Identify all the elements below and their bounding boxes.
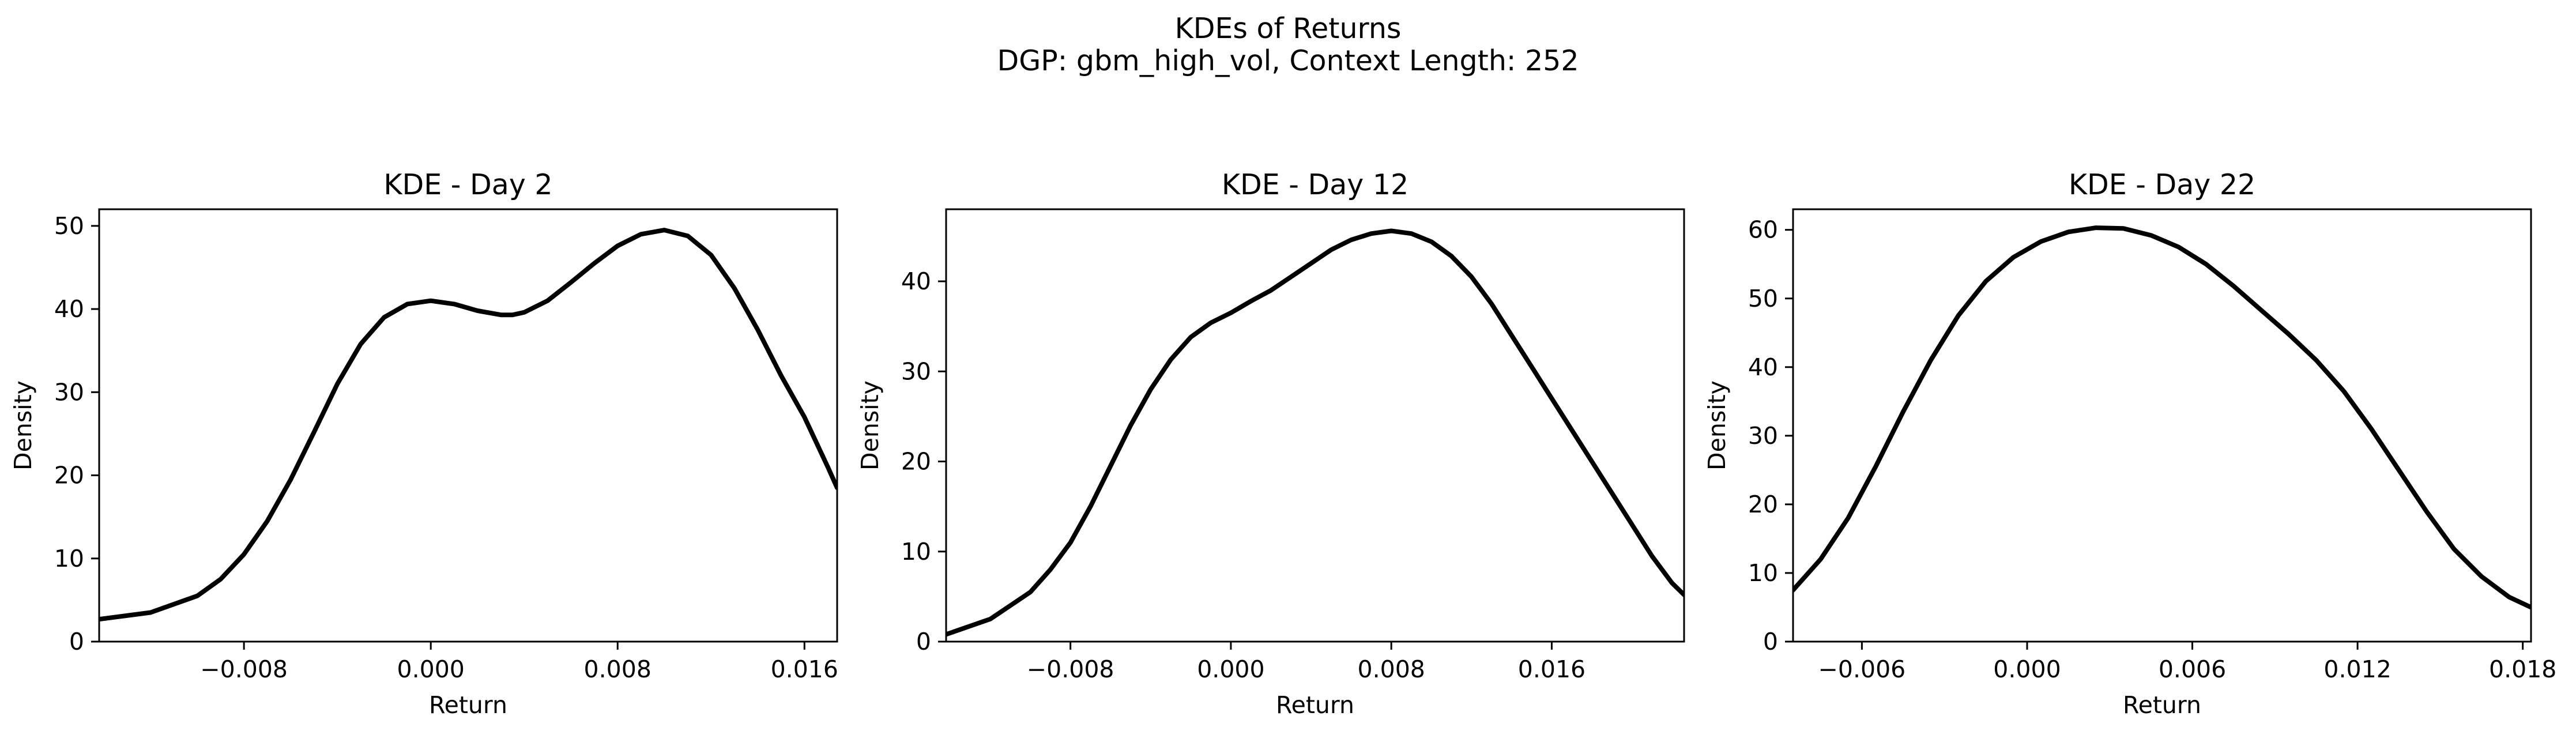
x-tick-label: 0.008	[584, 655, 651, 683]
subplot-title-3: KDE - Day 22	[2069, 168, 2255, 201]
y-tick-label: 30	[901, 357, 931, 385]
y-tick-label: 20	[901, 448, 931, 476]
kde-curve-2	[946, 228, 1684, 637]
plots-container: −0.008 0.000 0.008 0.016 0 10 20 30 40 50 KDE - Da…	[9, 168, 2556, 719]
y-tick-label: 50	[1748, 285, 1778, 312]
x-tick-label: −0.006	[1818, 655, 1906, 683]
figure-suptitle-line2: DGP: gbm_high_vol, Context Length: 252	[997, 44, 1579, 77]
y-tick-label: 30	[1748, 422, 1778, 450]
x-tick-label: 0.016	[1518, 655, 1585, 683]
axes-frame-3	[1792, 208, 2532, 643]
x-tick-label: −0.008	[1027, 655, 1114, 683]
x-tick-label: −0.008	[200, 655, 288, 683]
x-tick-label: 0.000	[397, 655, 465, 683]
x-axis-label-2: Return	[1276, 691, 1354, 719]
x-tick-label: 0.012	[2323, 655, 2391, 683]
y-tick-label: 20	[1748, 491, 1778, 518]
y-tick-label: 20	[54, 462, 84, 489]
y-tick-label: 50	[54, 212, 84, 240]
figure-suptitle-line1: KDEs of Returns	[1175, 12, 1402, 45]
y-tick-label: 0	[1763, 628, 1778, 655]
y-axis-label-3: Density	[1703, 380, 1731, 470]
x-tick-label: 0.008	[1357, 655, 1425, 683]
axes-frame-1	[98, 208, 838, 643]
y-axis-label-2: Density	[856, 380, 884, 470]
y-tick-label: 60	[1748, 216, 1778, 244]
y-tick-label: 0	[916, 628, 931, 655]
y-tick-label: 10	[901, 538, 931, 566]
y-axis-label-1: Density	[9, 380, 37, 470]
subplot-1: −0.008 0.000 0.008 0.016 0 10 20 30 40 50 KDE - Da…	[9, 168, 838, 719]
y-tick-label: 0	[69, 628, 84, 655]
x-tick-label: 0.016	[771, 655, 838, 683]
x-tick-label: 0.006	[2159, 655, 2226, 683]
x-axis-label-1: Return	[429, 691, 507, 719]
y-tick-label: 10	[54, 545, 84, 572]
subplot-title-1: KDE - Day 2	[383, 168, 552, 201]
x-tick-label: 0.018	[2489, 655, 2556, 683]
subplot-3: −0.006 0.000 0.006 0.012 0.018 0 10 20 30 40 50 60 K…	[1703, 168, 2556, 719]
kde-curve-3	[1793, 225, 2531, 610]
subplot-2: −0.008 0.000 0.008 0.016 0 10 20 30 40 KDE - Day …	[856, 168, 1685, 719]
x-tick-label: 0.000	[1993, 655, 2061, 683]
y-tick-label: 40	[54, 295, 84, 323]
y-tick-label: 40	[1748, 353, 1778, 381]
y-tick-label: 30	[54, 378, 84, 406]
kde-curve-1	[99, 228, 837, 622]
axes-frame-2	[945, 208, 1685, 643]
x-tick-label: 0.000	[1197, 655, 1264, 683]
x-axis-label-3: Return	[2123, 691, 2201, 719]
subplot-title-2: KDE - Day 12	[1222, 168, 1408, 201]
y-tick-label: 40	[901, 267, 931, 295]
y-tick-label: 10	[1748, 559, 1778, 587]
